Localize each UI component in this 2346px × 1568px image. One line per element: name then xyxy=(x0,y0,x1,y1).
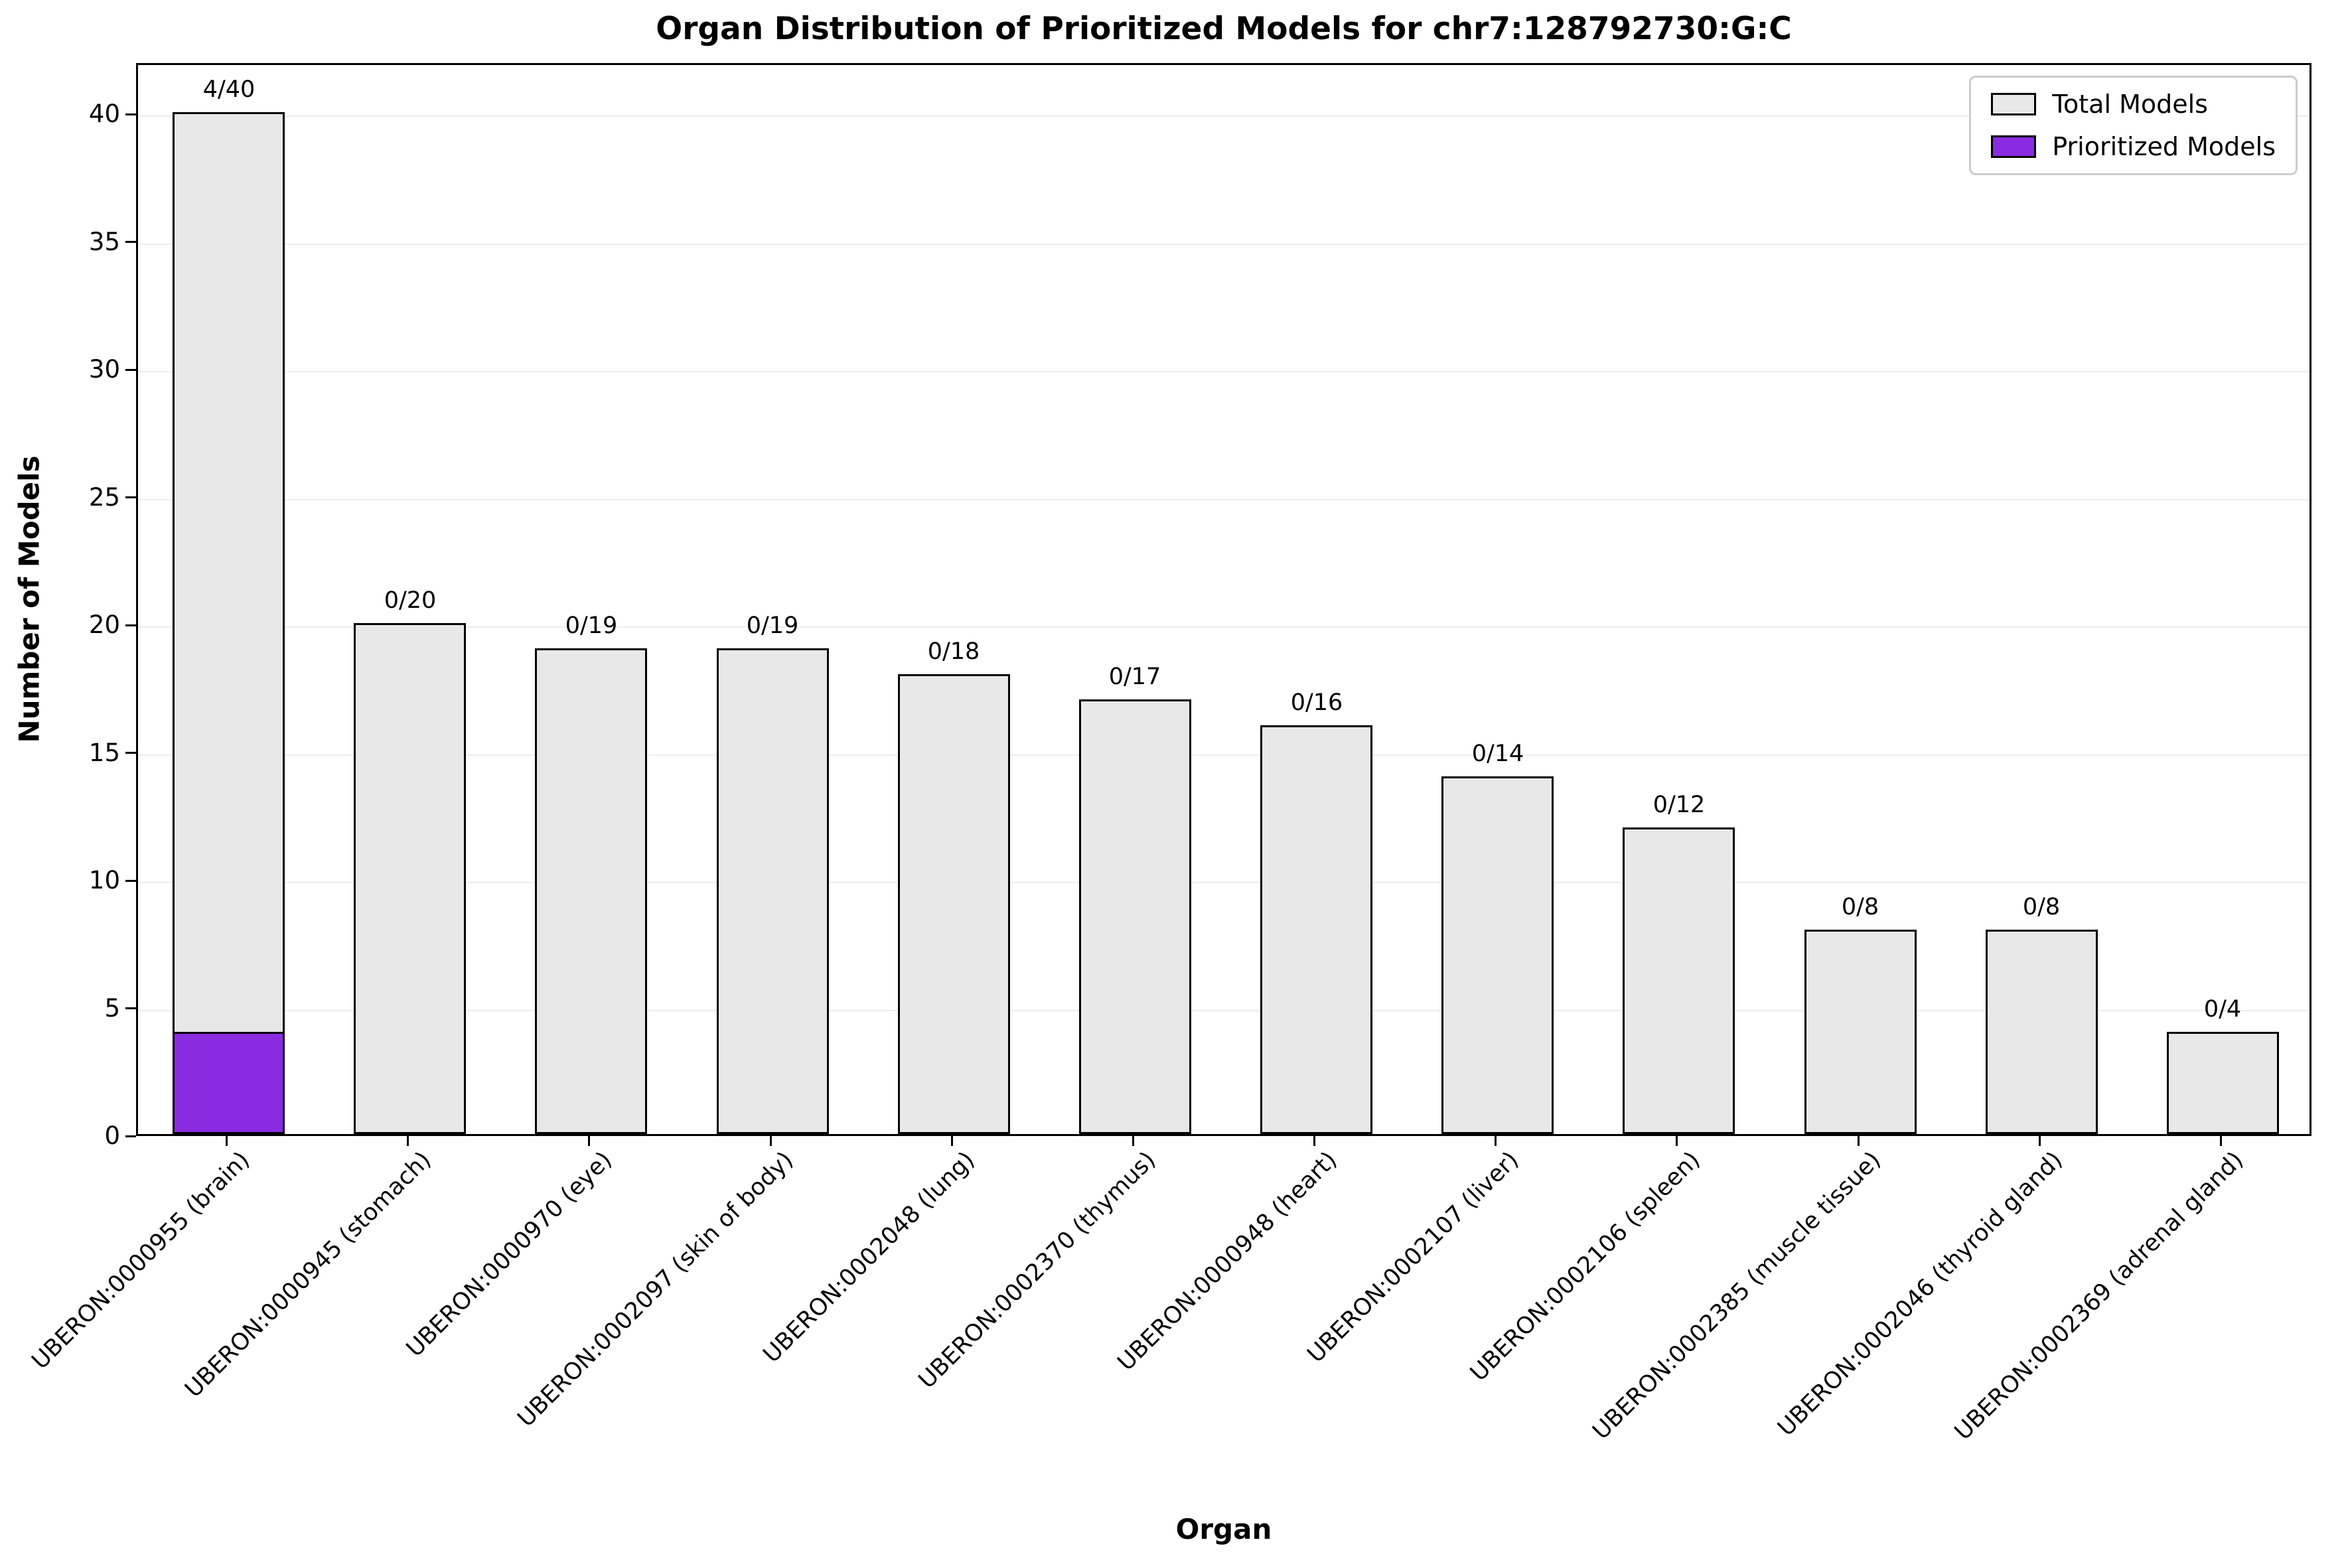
total-models-bar xyxy=(173,112,285,1134)
bar-value-label: 0/14 xyxy=(1471,741,1524,767)
prioritized-models-bar xyxy=(173,1032,285,1134)
y-tick-mark xyxy=(125,624,136,626)
legend-label: Prioritized Models xyxy=(2052,132,2276,161)
x-tick-mark xyxy=(1857,1136,1860,1146)
total-models-bar xyxy=(1804,930,1917,1134)
x-tick-mark xyxy=(950,1136,953,1146)
gridline xyxy=(138,626,2309,628)
plot-area: 4/40 0/20 0/19 0/19 0/18 0/17 0/16 0/14 0/12 0/8 0… xyxy=(136,63,2311,1136)
x-tick-mark xyxy=(2219,1136,2222,1146)
gridline xyxy=(138,243,2309,245)
legend-entry: Total Models xyxy=(1991,90,2276,119)
x-tick-mark xyxy=(1495,1136,1497,1146)
gridline xyxy=(138,371,2309,372)
x-tick-label: UBERON:0002046 (thyroid gland) xyxy=(1773,1147,2068,1442)
y-tick-mark xyxy=(125,496,136,498)
gridline xyxy=(138,882,2309,883)
total-models-bar xyxy=(1623,827,1735,1134)
x-tick-label: UBERON:0002048 (lung) xyxy=(758,1147,980,1368)
bar-value-label: 0/17 xyxy=(1108,664,1161,690)
y-tick-label: 0 xyxy=(104,1121,120,1150)
y-tick-label: 10 xyxy=(88,866,120,894)
bar-value-label: 4/40 xyxy=(202,76,256,103)
y-tick-mark xyxy=(125,368,136,371)
x-tick-mark xyxy=(588,1136,591,1146)
x-tick-mark xyxy=(226,1136,228,1146)
bar-value-label: 0/16 xyxy=(1290,689,1343,716)
legend: Total Models Prioritized Models xyxy=(1969,76,2298,175)
legend-swatch xyxy=(1991,135,2037,158)
gridline xyxy=(138,498,2309,500)
x-tick-mark xyxy=(2038,1136,2041,1146)
bar-value-label: 0/19 xyxy=(565,612,618,639)
gridline xyxy=(138,1009,2309,1011)
y-tick-label: 25 xyxy=(88,482,120,512)
gridline xyxy=(138,115,2309,117)
bar-value-label: 0/8 xyxy=(1841,894,1879,920)
y-tick-label: 40 xyxy=(88,100,120,128)
bar-value-label: 0/20 xyxy=(384,587,437,614)
x-tick-mark xyxy=(1313,1136,1316,1146)
x-tick-label: UBERON:0002107 (liver) xyxy=(1302,1147,1524,1368)
total-models-bar xyxy=(898,674,1010,1134)
x-tick-label: UBERON:0000970 (eye) xyxy=(402,1147,618,1363)
total-models-bar xyxy=(1986,930,2098,1134)
y-tick-mark xyxy=(125,879,136,882)
x-tick-label: UBERON:0000948 (heart) xyxy=(1112,1147,1343,1376)
y-tick-label: 30 xyxy=(88,355,120,384)
legend-swatch xyxy=(1991,93,2037,115)
chart-title: Organ Distribution of Prioritized Models… xyxy=(656,11,1792,47)
legend-entry: Prioritized Models xyxy=(1991,132,2276,161)
total-models-bar xyxy=(535,648,647,1134)
total-models-bar xyxy=(1441,776,1554,1134)
total-models-bar xyxy=(717,648,829,1134)
x-tick-mark xyxy=(407,1136,409,1146)
x-tick-mark xyxy=(1676,1136,1678,1146)
total-models-bar xyxy=(354,623,466,1134)
total-models-bar xyxy=(1260,725,1372,1134)
y-tick-mark xyxy=(125,752,136,754)
bar-value-label: 0/8 xyxy=(2022,894,2061,920)
y-tick-label: 5 xyxy=(104,993,120,1023)
x-tick-mark xyxy=(769,1136,772,1146)
x-tick-mark xyxy=(1132,1136,1134,1146)
y-axis-label: Number of Models xyxy=(13,455,46,743)
y-tick-mark xyxy=(125,1135,136,1137)
x-tick-label: UBERON:0002369 (adrenal gland) xyxy=(1950,1147,2249,1446)
total-models-bar xyxy=(2167,1032,2279,1134)
x-tick-label: UBERON:0000955 (brain) xyxy=(27,1147,255,1375)
bar-value-label: 0/19 xyxy=(746,612,799,639)
x-axis-label: Organ xyxy=(1175,1513,1272,1545)
y-tick-label: 15 xyxy=(88,738,120,767)
bar-value-label: 0/4 xyxy=(2203,996,2242,1023)
y-tick-mark xyxy=(125,1007,136,1009)
y-tick-mark xyxy=(125,241,136,243)
total-models-bar xyxy=(1079,699,1191,1134)
y-tick-mark xyxy=(125,113,136,115)
legend-label: Total Models xyxy=(2052,90,2208,119)
y-tick-label: 20 xyxy=(88,610,120,639)
gridline xyxy=(138,754,2309,756)
x-tick-label: UBERON:0002385 (muscle tissue) xyxy=(1587,1147,1887,1445)
bar-value-label: 0/18 xyxy=(927,638,980,665)
bar-value-label: 0/12 xyxy=(1652,792,1706,818)
y-tick-label: 35 xyxy=(88,227,120,256)
